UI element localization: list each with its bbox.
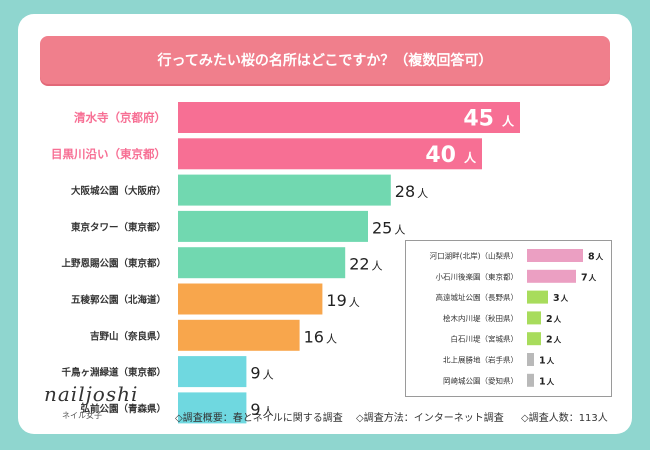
side-value-label: 7人 <box>581 272 597 283</box>
chart-title: 行ってみたい桜の名所はどこですか？（複数回答可） <box>40 36 610 84</box>
main-value-label: 45 <box>463 107 494 132</box>
side-value-label: 2人 <box>546 314 562 325</box>
side-value-label: 1人 <box>539 356 555 367</box>
main-bar <box>178 174 391 206</box>
main-category-label: 千鳥ヶ淵緑道（東京都） <box>61 367 166 379</box>
main-bar <box>178 138 482 170</box>
main-bar <box>178 392 247 424</box>
main-bar <box>178 319 300 351</box>
side-category-label: 岡崎城公園（愛知県） <box>443 375 518 385</box>
logo-subtext: ネイル女子 <box>62 411 102 420</box>
side-bar <box>527 249 583 262</box>
main-category-label: 上野恩賜公園（東京都） <box>61 258 166 270</box>
side-panel <box>405 240 612 397</box>
main-bar <box>178 283 323 315</box>
side-bar <box>527 290 548 304</box>
side-value-label: 8人 <box>588 252 604 263</box>
main-bar <box>178 356 247 388</box>
side-value-label: 1人 <box>539 376 555 387</box>
footer-survey-count: ◇調査人数：113人 <box>521 413 608 424</box>
main-category-label: 大阪城公園（大阪府） <box>71 185 166 197</box>
logo-text: nailjoshi <box>44 382 139 406</box>
side-value-label: 2人 <box>546 335 562 346</box>
side-category-label: 白石川堤（宮城県） <box>451 334 519 344</box>
side-category-label: 高遠城址公園（長野県） <box>436 292 519 302</box>
main-category-label: 目黒川沿い（東京都） <box>51 147 166 161</box>
side-category-label: 桧木内川堤（秋田県） <box>443 313 518 323</box>
footer-survey-summary: ◇調査概要：春とネイルに関する調査 <box>175 413 343 424</box>
main-category-label: 東京タワー（東京都） <box>70 221 166 233</box>
main-value-label: 16 人 <box>304 327 337 346</box>
side-category-label: 小石川後楽園（東京都） <box>436 271 519 281</box>
main-value-label: 40 <box>425 143 456 168</box>
side-bar <box>527 311 541 325</box>
main-category-label: 吉野山（奈良県） <box>90 330 166 342</box>
side-value-label: 3人 <box>553 293 569 304</box>
main-value-label: 25 人 <box>372 218 405 237</box>
main-category-label: 弘前公園（青森県） <box>80 403 166 415</box>
main-value-label: 28 人 <box>395 182 428 201</box>
main-value-label: 22 人 <box>349 255 382 274</box>
main-bar <box>178 247 346 279</box>
main-unit-label: 人 <box>464 150 477 165</box>
main-value-label: 19 人 <box>326 291 359 310</box>
side-category-label: 河口湖畔(北岸)（山梨県） <box>430 251 518 261</box>
main-unit-label: 人 <box>502 114 515 129</box>
footer-survey-method: ◇調査方法：インターネット調査 <box>356 413 504 424</box>
main-bar <box>178 102 520 133</box>
main-category-label: 清水寺（京都府） <box>74 111 166 125</box>
side-bar <box>527 373 534 387</box>
main-bar <box>178 210 368 242</box>
main-category-label: 五稜郭公園（北海道） <box>71 294 166 306</box>
side-bar <box>527 332 541 346</box>
side-bar <box>527 353 534 366</box>
side-category-label: 北上展勝地（岩手県） <box>443 355 518 365</box>
side-bar <box>527 269 576 283</box>
